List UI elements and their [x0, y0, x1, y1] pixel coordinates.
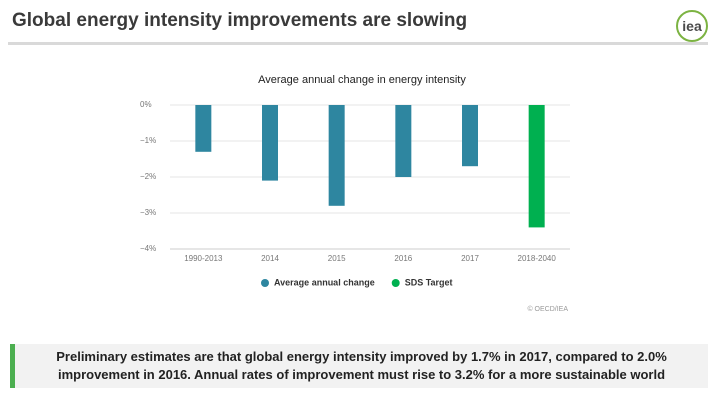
- source: © OECD/IEA: [527, 305, 568, 313]
- bar: [528, 105, 545, 228]
- x-tick-label: 2018-2040: [518, 254, 557, 263]
- y-tick-label: −1%: [140, 136, 156, 145]
- x-tick-label: 2015: [328, 254, 346, 263]
- slide-title: Global energy intensity improvements are…: [12, 10, 468, 31]
- x-tick-label: 2016: [394, 254, 412, 263]
- bar: [395, 105, 412, 177]
- logo: iea: [676, 10, 708, 42]
- y-tick-label: 0%: [140, 100, 152, 109]
- legend-marker: [261, 279, 269, 287]
- bar: [262, 105, 278, 181]
- title-rule: [8, 42, 708, 45]
- x-tick-label: 2017: [461, 254, 479, 263]
- bar: [462, 105, 478, 167]
- x-tick-label: 2014: [261, 254, 279, 263]
- y-tick-label: −2%: [140, 172, 156, 181]
- bar: [328, 105, 345, 206]
- legend-label: SDS Target: [405, 277, 453, 287]
- footer-text: Preliminary estimates are that global en…: [10, 344, 708, 388]
- chart-title: Average annual change in energy intensit…: [258, 74, 466, 86]
- y-tick-label: −3%: [140, 208, 156, 217]
- legend-marker: [391, 279, 400, 287]
- y-tick-label: −4%: [140, 244, 156, 253]
- chart: Average annual change in energy intensit…: [140, 74, 570, 313]
- bar: [195, 105, 212, 152]
- x-tick-label: 1990-2013: [184, 254, 223, 263]
- legend-label: Average annual change: [274, 277, 375, 287]
